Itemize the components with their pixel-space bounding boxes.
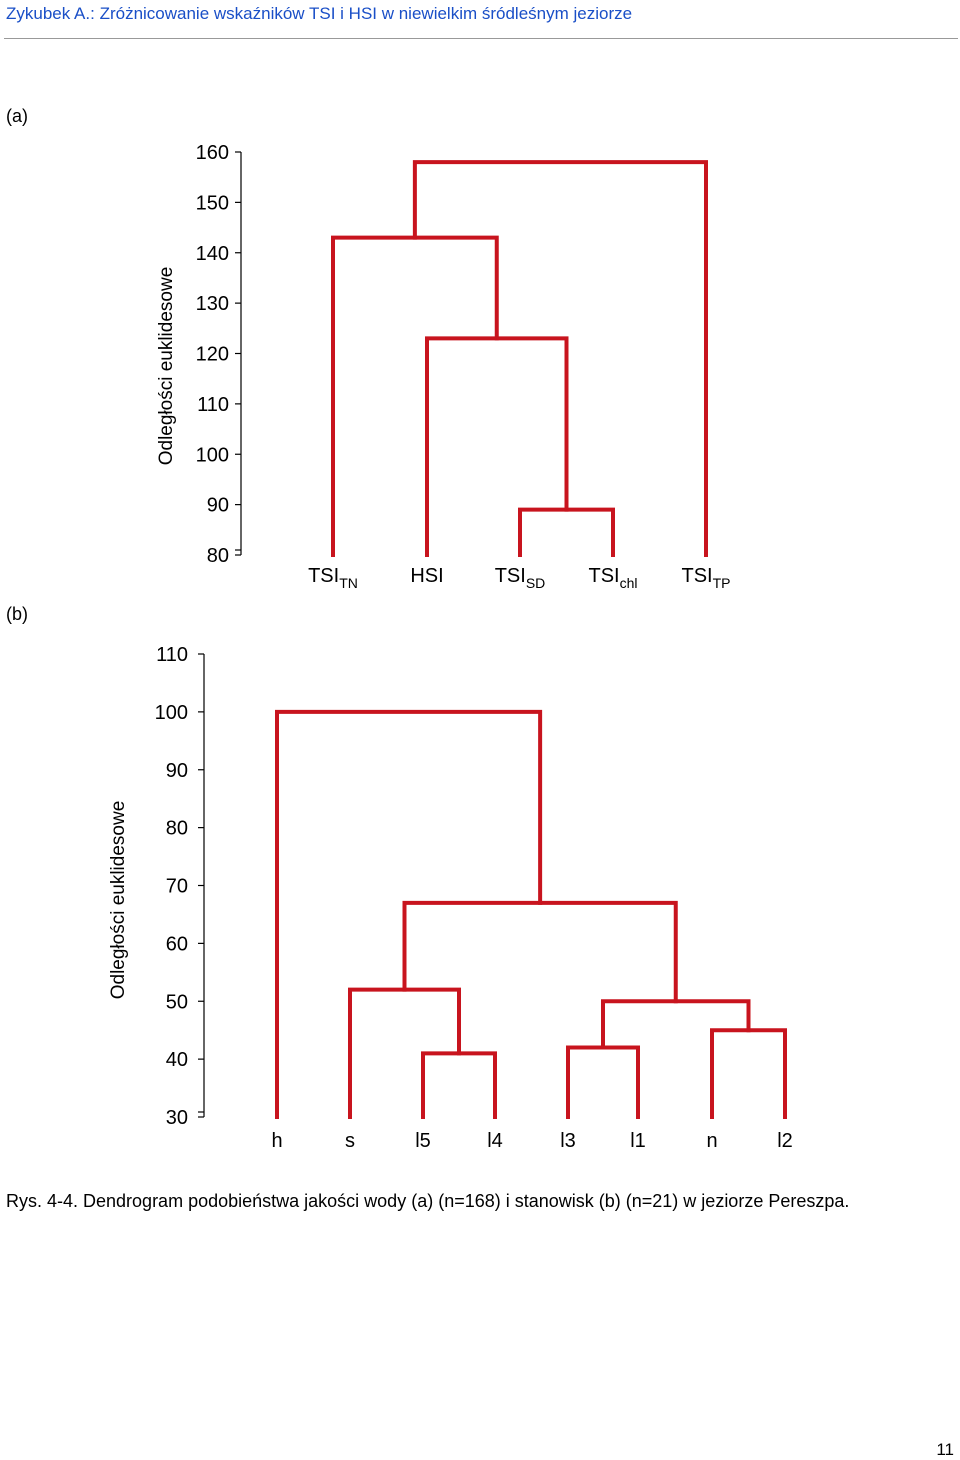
panel-b-label: (b)	[6, 604, 28, 624]
leaf-label-b: s	[345, 1130, 355, 1152]
y-tick-label-b: 60	[166, 933, 188, 955]
leaf-label-b: l5	[415, 1130, 431, 1152]
running-header: Zykubek A.: Zróżnicowanie wskaźników TSI…	[6, 4, 633, 23]
y-tick-label-a: 120	[196, 344, 229, 366]
y-tick-label-a: 110	[197, 394, 229, 416]
y-tick-label-a: 130	[196, 293, 229, 315]
y-tick-label-a: 140	[196, 243, 229, 265]
dendrogram-branch-b	[601, 999, 751, 1050]
leaf-label-a: TSIchl	[588, 565, 637, 591]
leaf-label-a: TSISD	[495, 565, 546, 591]
leaf-label-b: h	[271, 1130, 282, 1152]
dendrogram-branch-b	[710, 1028, 787, 1119]
dendrogram-branch-b	[421, 1051, 497, 1119]
y-tick-label-b: 70	[166, 876, 188, 898]
leaf-label-a: TSITP	[681, 565, 730, 591]
leaf-label-b: l1	[630, 1130, 646, 1152]
leaf-label-b: l3	[560, 1130, 576, 1152]
header-divider	[4, 38, 958, 39]
y-tick-label-b: 50	[166, 991, 188, 1013]
dendrogram-branch-b	[275, 709, 543, 1119]
y-tick-label-a: 160	[196, 142, 229, 164]
dendrogram-branch-b	[402, 900, 678, 1004]
dendrogram-a: 80 90 100 110 120 130 140 150 160 Odległości eukl…	[156, 142, 731, 591]
y-tick-label-b: 90	[166, 760, 188, 782]
y-tick-label-a: 100	[196, 444, 229, 466]
leaf-label-a: TSITN	[308, 565, 358, 591]
y-tick-label-a: 80	[207, 545, 229, 567]
dendrogram-branch-b	[566, 1045, 640, 1119]
dendrogram-b: 30 40 50 60 70 80 90 100 110 Odległości euklideso…	[108, 644, 793, 1152]
y-tick-label-b: 100	[155, 702, 188, 724]
leaf-label-b: l4	[487, 1130, 503, 1152]
y-tick-label-a: 90	[207, 495, 229, 517]
header-author: Zykubek A.	[6, 4, 91, 23]
y-tick-label-a: 150	[196, 192, 229, 214]
y-tick-label-b: 40	[166, 1049, 188, 1071]
leaf-label-b: n	[706, 1130, 717, 1152]
y-axis-title-b: Odległości euklidesowe	[108, 801, 129, 1000]
y-tick-label-b: 80	[166, 818, 188, 840]
leaf-label-a: HSI	[410, 565, 443, 587]
header-title: Zróżnicowanie wskaźników TSI i HSI w nie…	[99, 4, 633, 23]
y-tick-label-b: 30	[166, 1107, 188, 1129]
panel-a-label: (a)	[6, 106, 28, 126]
dendrogram-branch-a	[412, 160, 708, 557]
page-number: 11	[936, 1440, 954, 1459]
y-axis-title-a: Odległości euklidesowe	[156, 267, 177, 466]
y-tick-label-b: 110	[156, 644, 188, 666]
leaf-label-b: l2	[777, 1130, 793, 1152]
figure-caption: Rys. 4-4. Dendrogram podobieństwa jakośc…	[6, 1191, 850, 1211]
